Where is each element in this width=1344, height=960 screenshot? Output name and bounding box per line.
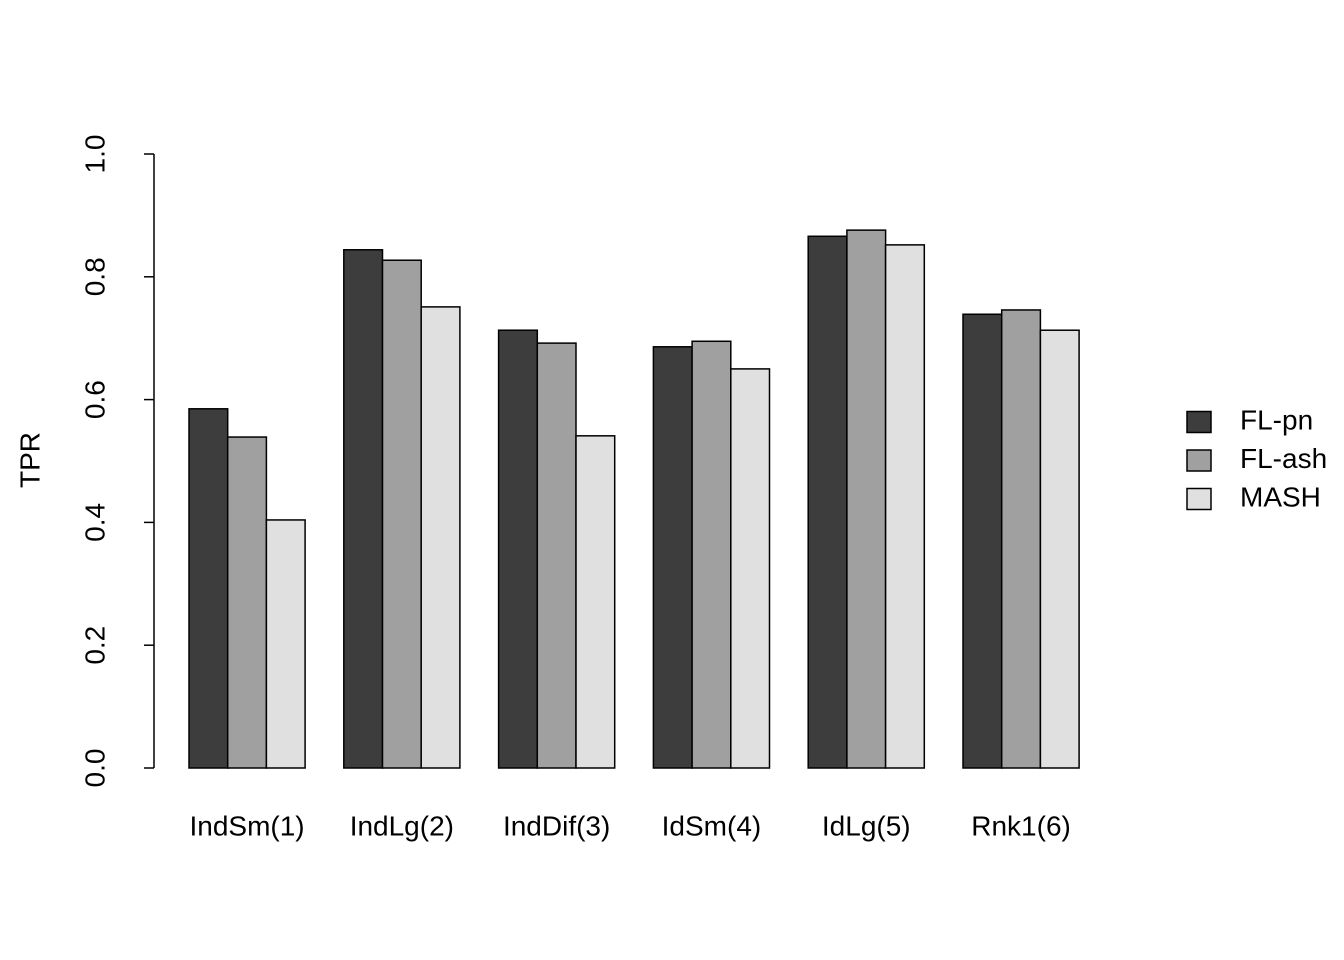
- bar: [652, 346, 693, 769]
- bar: [497, 329, 539, 769]
- legend-label: MASH: [1240, 481, 1321, 512]
- bar: [226, 436, 268, 769]
- bar: [807, 235, 848, 769]
- legend-swatch: [1186, 487, 1212, 511]
- bar: [265, 519, 306, 769]
- x-tick-label: IndLg(2): [350, 810, 454, 841]
- y-tick-label: 0.0: [79, 749, 110, 788]
- bar: [343, 249, 384, 769]
- bar: [691, 340, 732, 769]
- bar: [536, 342, 577, 769]
- legend-swatch: [1186, 449, 1212, 472]
- bar: [381, 259, 422, 769]
- x-tick-label: IndSm(1): [189, 810, 304, 841]
- bar: [730, 368, 771, 769]
- y-tick-label: 0.8: [79, 257, 110, 296]
- bar: [1000, 309, 1042, 769]
- bar: [420, 306, 461, 769]
- x-tick-label: IdSm(4): [662, 810, 762, 841]
- x-tick-label: IdLg(5): [822, 810, 911, 841]
- bar: [846, 229, 887, 769]
- legend-label: FL-ash: [1240, 443, 1327, 474]
- y-tick-label: 0.6: [79, 380, 110, 419]
- x-tick-label: Rnk1(6): [971, 810, 1071, 841]
- y-tick-label: 1.0: [79, 135, 110, 174]
- bar: [884, 244, 926, 769]
- legend-swatch: [1186, 410, 1212, 434]
- y-tick-label: 0.4: [79, 503, 110, 542]
- bar: [962, 313, 1003, 769]
- y-axis-label: TPR: [14, 432, 45, 488]
- legend-label: FL-pn: [1240, 404, 1313, 435]
- bar: [1039, 329, 1080, 769]
- bar: [188, 408, 229, 769]
- bar: [575, 435, 616, 769]
- x-tick-label: IndDif(3): [503, 810, 610, 841]
- y-tick-label: 0.2: [79, 626, 110, 665]
